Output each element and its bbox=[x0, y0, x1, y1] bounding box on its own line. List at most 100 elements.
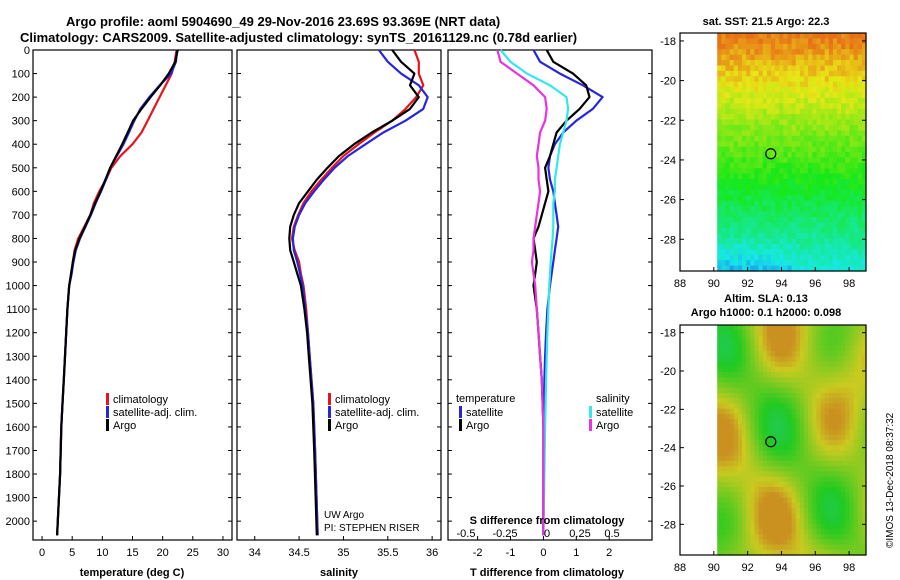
map-cell bbox=[795, 403, 801, 410]
map-cell bbox=[721, 398, 726, 404]
lat-tick-label: -20 bbox=[660, 366, 676, 378]
map-cell bbox=[742, 335, 747, 342]
lon-tick-label: 96 bbox=[809, 562, 821, 574]
map-cell bbox=[808, 492, 813, 499]
map-cell bbox=[791, 92, 797, 99]
map-cell bbox=[770, 366, 776, 373]
map-cell bbox=[832, 502, 838, 509]
map-cell bbox=[721, 233, 726, 240]
map-cell bbox=[762, 65, 768, 72]
map-cell bbox=[779, 249, 784, 256]
map-cell bbox=[721, 108, 726, 115]
map-cell bbox=[845, 65, 850, 72]
map-cell bbox=[775, 523, 780, 530]
map-cell bbox=[828, 200, 834, 207]
map-cell bbox=[746, 481, 751, 488]
map-cell bbox=[832, 206, 838, 213]
map-cell bbox=[737, 254, 743, 261]
map-cell bbox=[721, 393, 726, 399]
map-cell bbox=[808, 260, 813, 267]
map-cell bbox=[737, 523, 743, 530]
map-cell bbox=[787, 238, 793, 245]
map-cell bbox=[837, 168, 842, 175]
map-cell bbox=[775, 413, 780, 420]
map-cell bbox=[832, 146, 838, 153]
map-cell bbox=[717, 481, 722, 488]
map-cell bbox=[754, 356, 760, 363]
map-cell bbox=[812, 38, 817, 45]
map-cell bbox=[857, 173, 863, 180]
map-cell bbox=[857, 413, 863, 420]
map-cell bbox=[742, 92, 747, 99]
map-cell bbox=[787, 168, 793, 175]
legend-temp-argo: Argo bbox=[466, 420, 489, 432]
map-cell bbox=[762, 97, 768, 104]
map-cell bbox=[832, 497, 838, 504]
map-cell bbox=[737, 544, 743, 551]
map-cell bbox=[733, 87, 739, 94]
map-cell bbox=[845, 325, 850, 331]
map-cell bbox=[783, 544, 788, 551]
map-cell bbox=[799, 81, 805, 88]
map-cell bbox=[812, 382, 817, 389]
map-cell bbox=[824, 387, 830, 394]
map-cell bbox=[808, 211, 813, 218]
map-cell bbox=[779, 382, 784, 389]
map-cell bbox=[762, 33, 768, 39]
map-cell bbox=[775, 244, 780, 250]
map-cell bbox=[787, 265, 793, 272]
map-cell bbox=[795, 119, 801, 126]
map-cell bbox=[717, 135, 722, 142]
map-cell bbox=[816, 216, 822, 223]
map-cell bbox=[828, 492, 834, 499]
map-cell bbox=[766, 351, 772, 357]
map-cell bbox=[721, 70, 726, 77]
map-cell bbox=[849, 108, 855, 115]
map-cell bbox=[808, 168, 813, 175]
map-cell bbox=[779, 189, 784, 196]
map-cell bbox=[795, 528, 801, 535]
map-cell bbox=[779, 135, 784, 142]
map-cell bbox=[787, 179, 793, 185]
map-cell bbox=[746, 325, 751, 331]
map-cell bbox=[746, 508, 751, 514]
map-cell bbox=[837, 157, 842, 164]
title-line-1: Argo profile: aoml 5904690_49 29-Nov-201… bbox=[66, 14, 500, 29]
map-cell bbox=[733, 544, 739, 551]
map-cell bbox=[737, 70, 743, 77]
map-cell bbox=[857, 70, 863, 77]
map-cell bbox=[795, 179, 801, 185]
map-cell bbox=[853, 76, 859, 83]
map-cell bbox=[762, 244, 768, 250]
map-cell bbox=[717, 92, 722, 99]
map-cell bbox=[729, 227, 735, 234]
map-cell bbox=[758, 366, 764, 373]
map-cell bbox=[783, 340, 788, 347]
map-cell bbox=[737, 206, 743, 213]
map-cell bbox=[766, 135, 772, 142]
map-cell bbox=[746, 33, 751, 39]
map-cell bbox=[808, 424, 813, 431]
map-cell bbox=[799, 471, 805, 478]
map-cell bbox=[857, 508, 863, 514]
map-cell bbox=[750, 162, 755, 169]
map-cell bbox=[725, 141, 731, 148]
map-cell bbox=[737, 356, 743, 363]
map-cell bbox=[717, 382, 722, 389]
map-cell bbox=[787, 254, 793, 261]
map-cell bbox=[787, 260, 793, 267]
map-cell bbox=[849, 366, 855, 373]
map-cell bbox=[762, 92, 768, 99]
map-cell bbox=[857, 455, 863, 462]
map-cell bbox=[820, 162, 826, 169]
map-cell bbox=[783, 70, 788, 77]
map-cell bbox=[721, 141, 726, 148]
map-cell bbox=[783, 372, 788, 378]
map-cell bbox=[779, 534, 784, 540]
map-cell bbox=[775, 249, 780, 256]
map-cell bbox=[733, 189, 739, 196]
map-cell bbox=[824, 168, 830, 175]
map-cell bbox=[804, 497, 809, 504]
map-cell bbox=[791, 351, 797, 357]
map-cell bbox=[729, 168, 735, 175]
